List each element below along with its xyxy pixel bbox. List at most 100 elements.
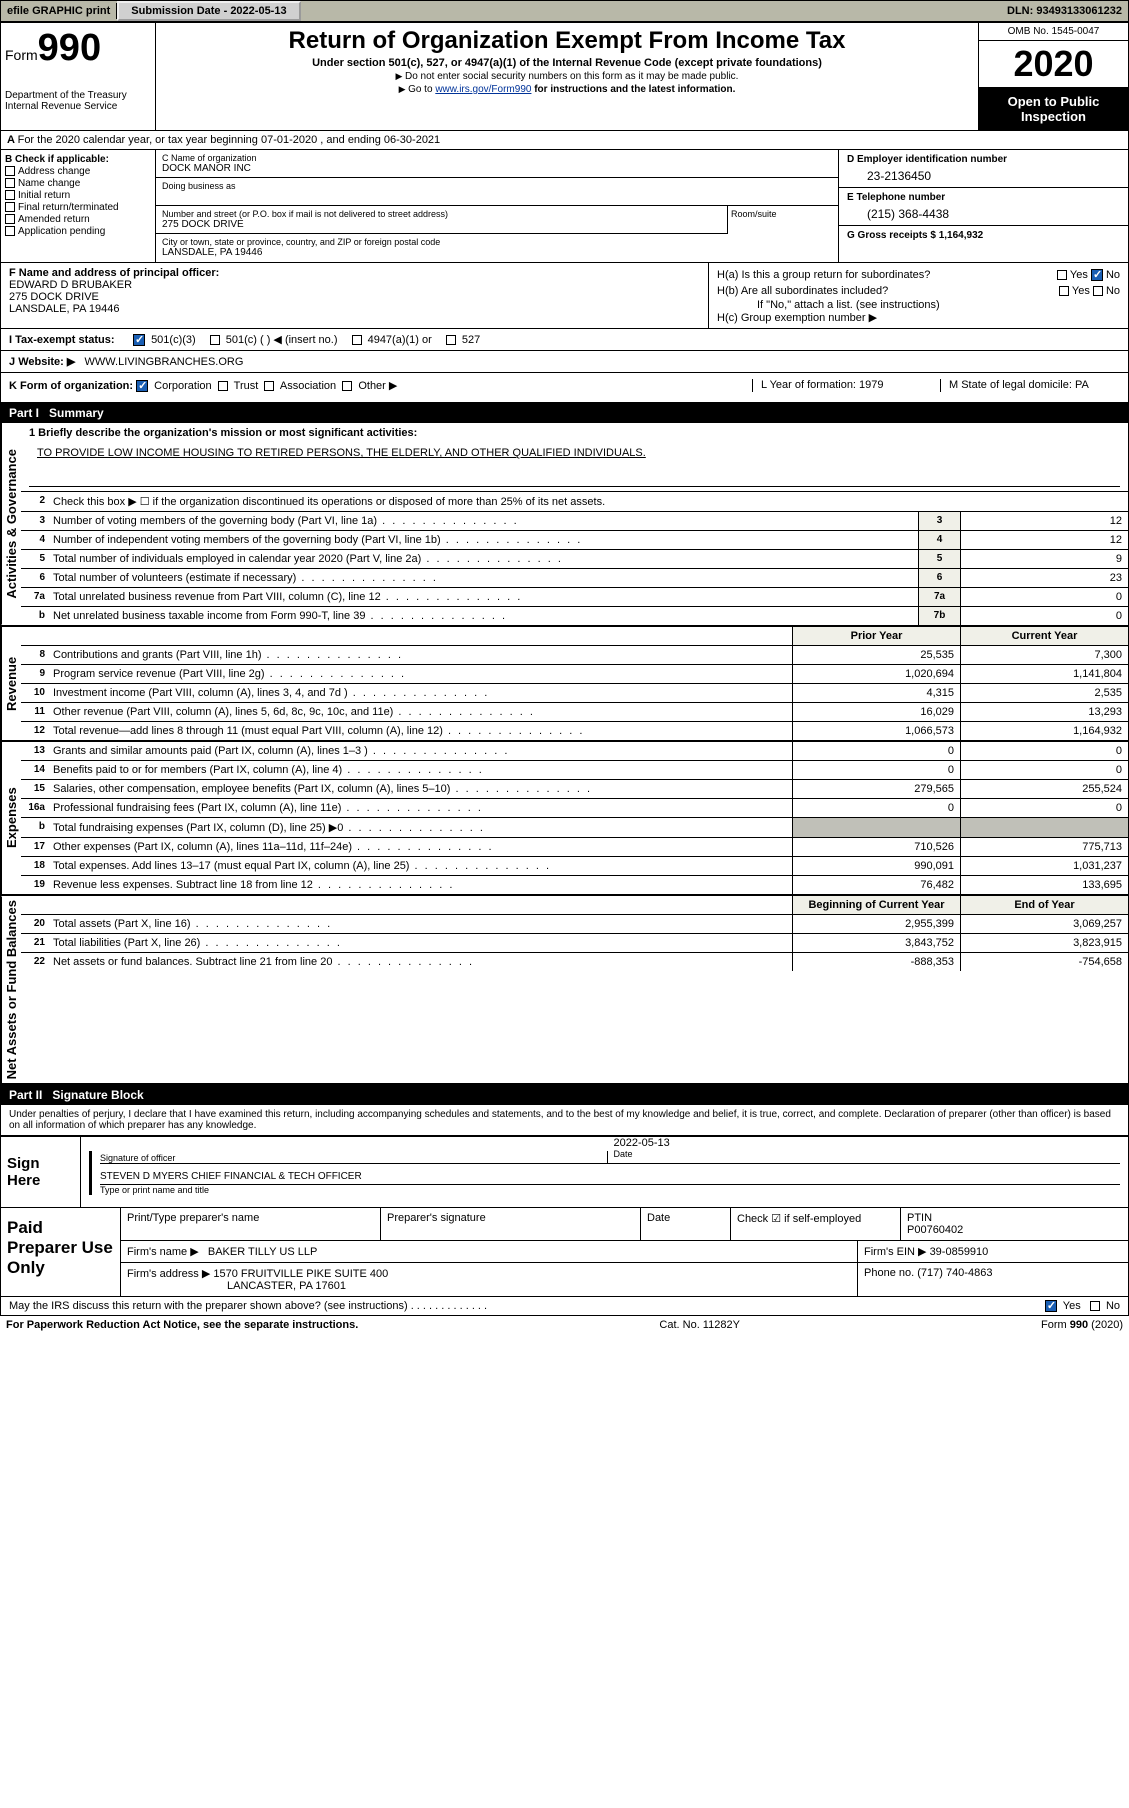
declaration: Under penalties of perjury, I declare th… xyxy=(1,1105,1128,1136)
section-expenses: Expenses 13Grants and similar amounts pa… xyxy=(1,742,1128,896)
street-label: Number and street (or P.O. box if mail i… xyxy=(162,209,721,219)
box-d: D Employer identification number 23-2136… xyxy=(838,150,1128,262)
section-governance: Activities & Governance 1 Briefly descri… xyxy=(1,423,1128,627)
table-row: 8Contributions and grants (Part VIII, li… xyxy=(21,646,1128,665)
ein-value: 23-2136450 xyxy=(847,165,1120,183)
row-j-website: J Website: ▶ WWW.LIVINGBRANCHES.ORG xyxy=(1,351,1128,373)
irs-discuss-row: May the IRS discuss this return with the… xyxy=(0,1297,1129,1316)
open-inspection: Open to Public Inspection xyxy=(979,88,1128,130)
table-row: 18Total expenses. Add lines 13–17 (must … xyxy=(21,857,1128,876)
table-row: 9Program service revenue (Part VIII, lin… xyxy=(21,665,1128,684)
sig-date: 2022-05-13 xyxy=(614,1137,1121,1149)
org-name-label: C Name of organization xyxy=(162,153,832,163)
prior-year-head: Prior Year xyxy=(792,627,960,645)
vlabel-exp: Expenses xyxy=(1,742,21,894)
footer-left: For Paperwork Reduction Act Notice, see … xyxy=(6,1319,358,1331)
line2: Check this box ▶ ☐ if the organization d… xyxy=(49,492,1128,511)
firm-ein: 39-0859910 xyxy=(930,1246,989,1258)
chk-final[interactable]: Final return/terminated xyxy=(5,202,151,213)
prep-self-head: Check ☑ if self-employed xyxy=(731,1208,901,1240)
row-a: A For the 2020 calendar year, or tax yea… xyxy=(1,131,1128,150)
end-year-head: End of Year xyxy=(960,896,1128,914)
footer: For Paperwork Reduction Act Notice, see … xyxy=(0,1316,1129,1334)
sign-here-label: Sign Here xyxy=(1,1137,81,1207)
hb-label: H(b) Are all subordinates included? xyxy=(717,285,888,297)
prep-sig-head: Preparer's signature xyxy=(381,1208,641,1240)
city-label: City or town, state or province, country… xyxy=(162,237,832,247)
sign-here-block: Sign Here Signature of officer 2022-05-1… xyxy=(0,1137,1129,1208)
note-link: Go to www.irs.gov/Form990 for instructio… xyxy=(162,84,972,95)
row-k: K Form of organization: Corporation Trus… xyxy=(1,373,1128,403)
phone-value: (215) 368-4438 xyxy=(847,203,1120,221)
form-main: Form990 Department of the Treasury Inter… xyxy=(0,22,1129,1137)
header-center: Return of Organization Exempt From Incom… xyxy=(156,23,978,130)
ptin-value: P00760402 xyxy=(907,1224,963,1236)
header-right: OMB No. 1545-0047 2020 Open to Public In… xyxy=(978,23,1128,130)
part2-header: Part II Signature Block xyxy=(1,1085,1128,1105)
table-row: 7aTotal unrelated business revenue from … xyxy=(21,588,1128,607)
table-row: 14Benefits paid to or for members (Part … xyxy=(21,761,1128,780)
table-row: 16aProfessional fundraising fees (Part I… xyxy=(21,799,1128,818)
suite-label: Room/suite xyxy=(728,206,838,234)
table-row: 5Total number of individuals employed in… xyxy=(21,550,1128,569)
table-row: 17Other expenses (Part IX, column (A), l… xyxy=(21,838,1128,857)
dba-label: Doing business as xyxy=(162,181,832,191)
section-revenue: Revenue Prior Year Current Year 8Contrib… xyxy=(1,627,1128,742)
chk-amended[interactable]: Amended return xyxy=(5,214,151,225)
ha-label: H(a) Is this a group return for subordin… xyxy=(717,269,930,281)
part1-header: Part I Summary xyxy=(1,403,1128,423)
submission-date-button[interactable]: Submission Date - 2022-05-13 xyxy=(117,1,300,21)
ein-label: D Employer identification number xyxy=(847,154,1120,165)
begin-year-head: Beginning of Current Year xyxy=(792,896,960,914)
table-row: 6Total number of volunteers (estimate if… xyxy=(21,569,1128,588)
table-row: 19Revenue less expenses. Subtract line 1… xyxy=(21,876,1128,894)
form-title: Return of Organization Exempt From Incom… xyxy=(162,27,972,55)
org-name: DOCK MANOR INC xyxy=(162,163,832,174)
box-b: B Check if applicable: Address change Na… xyxy=(1,150,156,262)
street-value: 275 DOCK DRIVE xyxy=(162,219,721,230)
officer-addr1: 275 DOCK DRIVE xyxy=(9,291,99,303)
box-c: C Name of organization DOCK MANOR INC Do… xyxy=(156,150,838,262)
phone-label: E Telephone number xyxy=(847,192,1120,203)
irs-link[interactable]: www.irs.gov/Form990 xyxy=(435,84,531,95)
table-row: 10Investment income (Part VIII, column (… xyxy=(21,684,1128,703)
table-row: 13Grants and similar amounts paid (Part … xyxy=(21,742,1128,761)
chk-pending[interactable]: Application pending xyxy=(5,226,151,237)
hb-note: If "No," attach a list. (see instruction… xyxy=(717,299,1120,311)
sig-name-label: Type or print name and title xyxy=(100,1185,1120,1195)
prep-date-head: Date xyxy=(641,1208,731,1240)
mission-text: TO PROVIDE LOW INCOME HOUSING TO RETIRED… xyxy=(37,447,646,459)
firm-addr1: 1570 FRUITVILLE PIKE SUITE 400 xyxy=(213,1268,388,1280)
vlabel-rev: Revenue xyxy=(1,627,21,740)
vlabel-gov: Activities & Governance xyxy=(1,423,21,625)
footer-right: Form 990 (2020) xyxy=(1041,1319,1123,1331)
mission-label: 1 Briefly describe the organization's mi… xyxy=(21,423,1128,492)
topbar: efile GRAPHIC print Submission Date - 20… xyxy=(0,0,1129,22)
header-left: Form990 Department of the Treasury Inter… xyxy=(1,23,156,130)
officer-name: EDWARD D BRUBAKER xyxy=(9,279,132,291)
current-year-head: Current Year xyxy=(960,627,1128,645)
box-h: H(a) Is this a group return for subordin… xyxy=(708,263,1128,328)
table-row: 15Salaries, other compensation, employee… xyxy=(21,780,1128,799)
table-row: 22Net assets or fund balances. Subtract … xyxy=(21,953,1128,971)
chk-name[interactable]: Name change xyxy=(5,178,151,189)
chk-address[interactable]: Address change xyxy=(5,166,151,177)
table-row: 12Total revenue—add lines 8 through 11 (… xyxy=(21,722,1128,740)
paid-title: Paid Preparer Use Only xyxy=(1,1208,121,1296)
box-f: F Name and address of principal officer:… xyxy=(1,263,708,328)
table-row: 20Total assets (Part X, line 16)2,955,39… xyxy=(21,915,1128,934)
chk-initial[interactable]: Initial return xyxy=(5,190,151,201)
row-i-tax: I Tax-exempt status: 501(c)(3) 501(c) ( … xyxy=(1,329,1128,351)
omb-label: OMB No. 1545-0047 xyxy=(979,23,1128,41)
form-subtitle: Under section 501(c), 527, or 4947(a)(1)… xyxy=(162,57,972,69)
section-netassets: Net Assets or Fund Balances Beginning of… xyxy=(1,896,1128,1085)
officer-addr2: LANSDALE, PA 19446 xyxy=(9,303,119,315)
table-row: 3Number of voting members of the governi… xyxy=(21,512,1128,531)
gross-label: G Gross receipts $ 1,164,932 xyxy=(847,230,1120,241)
firm-phone: Phone no. (717) 740-4863 xyxy=(858,1263,1128,1296)
table-row: 21Total liabilities (Part X, line 26)3,8… xyxy=(21,934,1128,953)
prep-name-head: Print/Type preparer's name xyxy=(121,1208,381,1240)
tax-year: 2020 xyxy=(979,41,1128,88)
table-row: bTotal fundraising expenses (Part IX, co… xyxy=(21,818,1128,838)
note-ssn: Do not enter social security numbers on … xyxy=(162,71,972,82)
